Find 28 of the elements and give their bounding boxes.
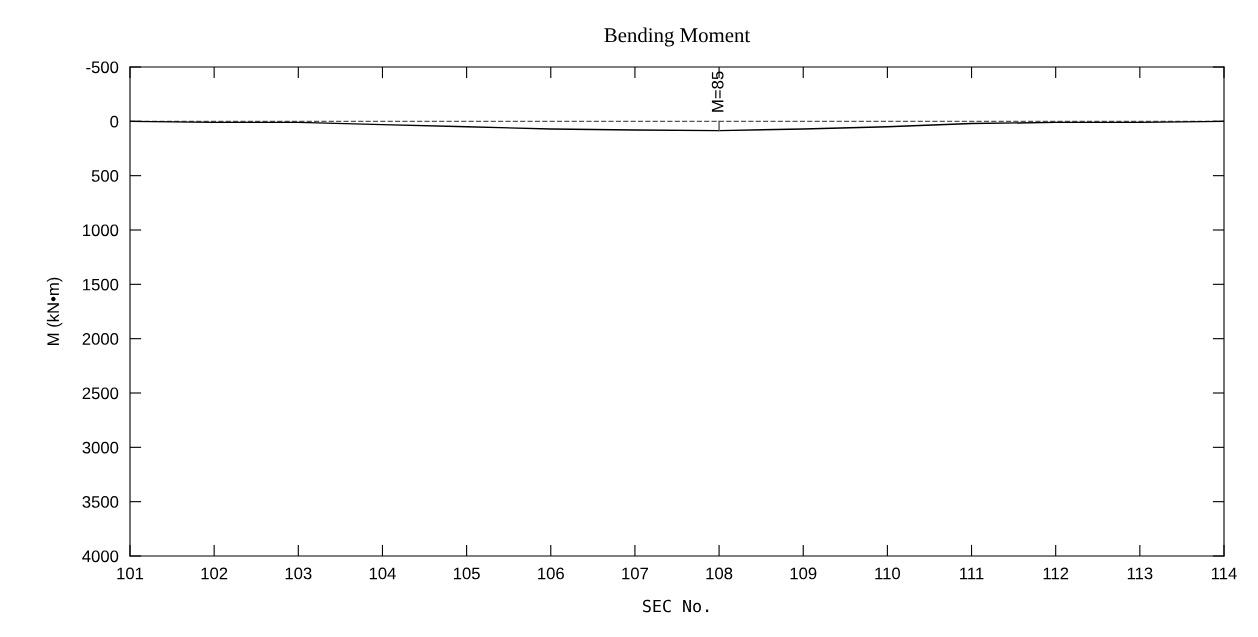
y-tick-label: 1500 — [83, 278, 119, 291]
x-tick-label: 108 — [706, 567, 733, 580]
y-tick-label: 0 — [110, 115, 119, 128]
y-tick-label: 3500 — [82, 496, 119, 508]
y-tick-label: 2500 — [82, 387, 119, 400]
y-tick-label: 500 — [91, 170, 119, 182]
x-tick-label: 104 — [369, 567, 396, 580]
x-axis-title: SEC No. — [643, 599, 709, 613]
x-tick-label: 113 — [1127, 567, 1153, 580]
x-tick-label: 114 — [1211, 567, 1237, 580]
annotation: M=85 — [711, 71, 724, 112]
y-tick-label: 3000 — [82, 441, 119, 454]
x-tick-label: 112 — [1043, 567, 1069, 580]
x-tick-label: 101 — [117, 567, 144, 580]
x-tick-label: 111 — [960, 567, 984, 580]
x-tick-label: 109 — [790, 567, 817, 580]
y-axis-title: M (kN•m) — [46, 277, 63, 345]
y-tick-label: -500 — [86, 61, 119, 74]
y-tick-label: 4000 — [82, 550, 119, 563]
y-tick-label: 2000 — [82, 333, 119, 345]
x-tick-label: 105 — [453, 567, 480, 580]
x-tick-label: 106 — [538, 567, 564, 580]
x-tick-label: 107 — [622, 567, 648, 580]
x-tick-label: 110 — [875, 567, 901, 580]
x-tick-label: 103 — [285, 567, 312, 580]
y-tick-label: 1000 — [83, 224, 119, 237]
x-tick-label: 102 — [201, 567, 228, 580]
chart-title: Bending Moment — [604, 27, 751, 47]
